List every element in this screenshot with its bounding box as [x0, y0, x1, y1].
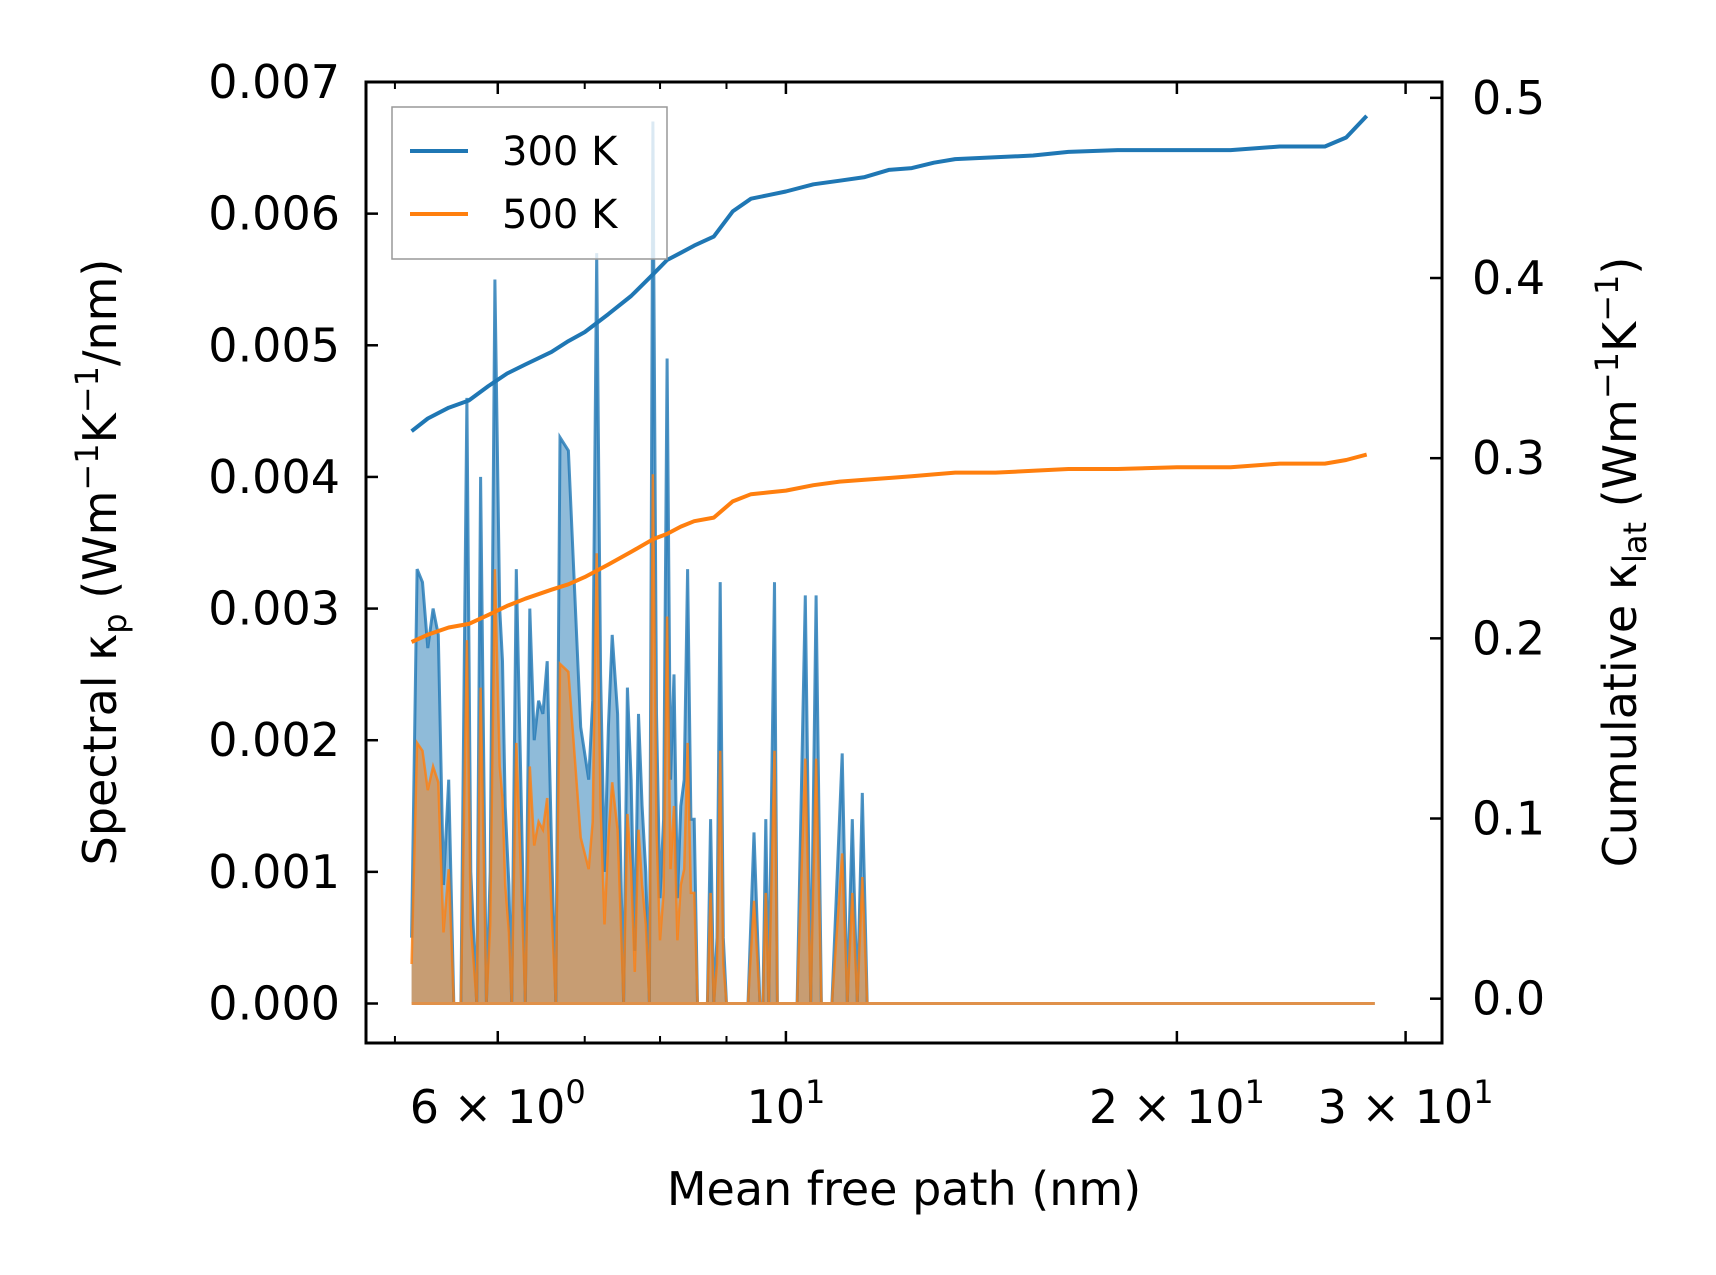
y-right-tick-label: 0.5 — [1472, 71, 1545, 125]
y-left-tick-label: 0.007 — [208, 55, 340, 109]
y-left-tick-label: 0.006 — [208, 187, 340, 241]
y-left-label-sup2: −1 — [68, 366, 106, 413]
cumulative-line-300k — [410, 114, 1369, 433]
spectral-lines — [410, 121, 1375, 1006]
y-left-tick-label: 0.005 — [208, 318, 340, 372]
y-right-label-sub: lat — [1616, 522, 1654, 563]
y-right-tick-label: 0.3 — [1472, 431, 1545, 485]
y-left-label-unit-close: /nm) — [73, 259, 127, 366]
axis-ticks — [366, 80, 1442, 1043]
y-left-label-unit-open: (Wm — [73, 491, 127, 614]
x-tick-label: 6 × 100 — [410, 1073, 586, 1134]
y-left-label-mid: K — [73, 411, 127, 443]
spectral-line-500k — [410, 474, 1375, 1005]
legend-label-300k: 300 K — [502, 129, 619, 175]
y-left-label-main: Spectral κ — [73, 634, 127, 866]
y-left-label-sup1: −1 — [68, 443, 106, 490]
y-right-label-unit-close: ) — [1593, 257, 1647, 275]
y-left-tick-label: 0.003 — [208, 582, 340, 636]
y-right-label-mid: K — [1593, 320, 1647, 352]
x-axis-label: Mean free path (nm) — [667, 1162, 1141, 1216]
y-left-tick-label: 0.002 — [208, 713, 340, 767]
y-axis-label-right: Cumulative κlat (Wm−1K−1) — [1588, 257, 1654, 868]
y-left-label-sub: p — [96, 613, 134, 633]
y-right-tick-label: 0.1 — [1472, 792, 1545, 846]
legend: 300 K 500 K — [391, 106, 668, 260]
y-right-tick-label: 0.2 — [1472, 611, 1545, 665]
y-left-tick-label: 0.000 — [208, 977, 340, 1031]
y-right-label-sup2: −1 — [1588, 275, 1626, 322]
y-left-tick-label: 0.001 — [208, 845, 340, 899]
y-axis-label-left: Spectral κp (Wm−1K−1/nm) — [68, 259, 134, 866]
y-right-tick-label: 0.0 — [1472, 972, 1545, 1026]
legend-label-500k: 500 K — [502, 192, 619, 238]
x-tick-label: 3 × 101 — [1318, 1073, 1494, 1134]
y-right-tick-label: 0.4 — [1472, 251, 1545, 305]
cumulative-line-500k — [410, 452, 1368, 644]
y-right-label-unit-open: (Wm — [1593, 399, 1647, 522]
cumulative-lines — [410, 114, 1369, 644]
y-right-label-main: Cumulative κ — [1593, 563, 1647, 867]
y-right-label-sup1: −1 — [1588, 352, 1626, 399]
legend-box — [391, 106, 668, 260]
plot-frame — [364, 80, 1444, 1045]
y-left-tick-label: 0.004 — [208, 450, 340, 504]
x-tick-label: 2 × 101 — [1089, 1073, 1265, 1134]
x-tick-label: 101 — [746, 1073, 825, 1134]
tick-labels: 0.000 0.001 0.002 0.003 0.004 0.005 0.006 0.007… — [208, 55, 1545, 1134]
